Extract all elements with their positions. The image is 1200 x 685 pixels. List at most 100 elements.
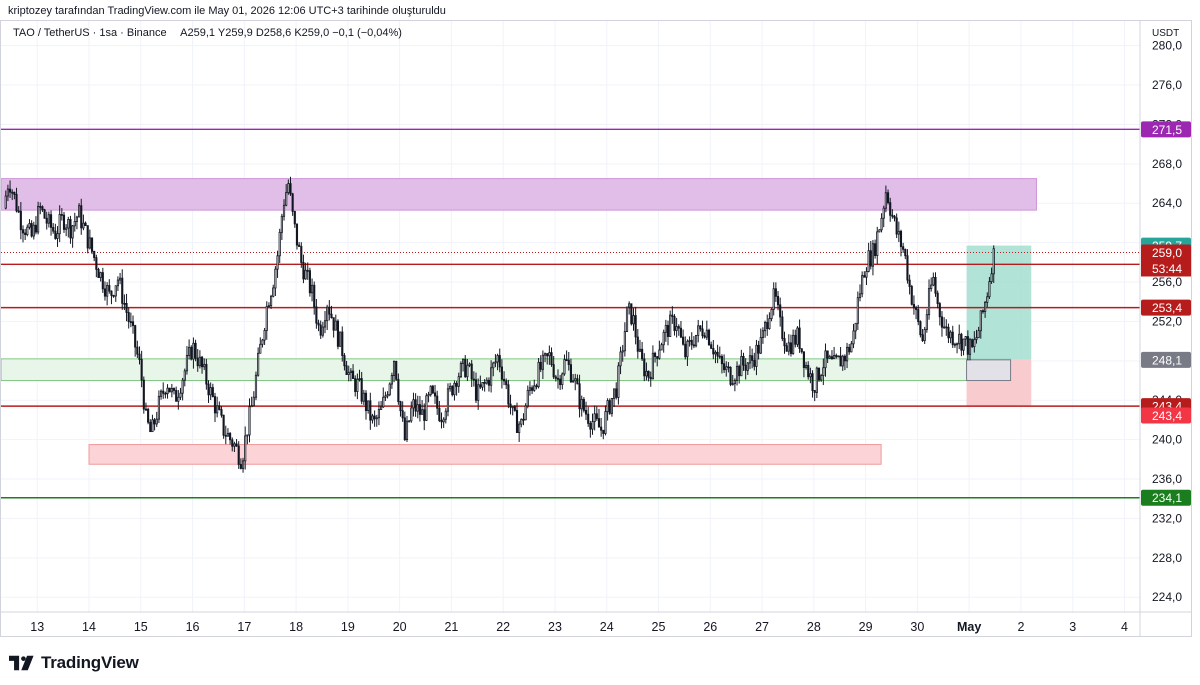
candle-body bbox=[373, 415, 376, 420]
candle-body bbox=[992, 248, 995, 275]
candle-body bbox=[656, 356, 659, 359]
candle-body bbox=[966, 336, 969, 355]
candle-body bbox=[552, 364, 555, 378]
price-axis-tick: 240,0 bbox=[1152, 433, 1182, 447]
candle-body bbox=[24, 232, 27, 235]
candle-body bbox=[114, 285, 117, 297]
tradingview-logo[interactable]: TradingView bbox=[9, 653, 139, 673]
time-axis-tick: 15 bbox=[134, 620, 148, 634]
time-axis-tick: 2 bbox=[1017, 620, 1024, 634]
time-axis-tick: 21 bbox=[444, 620, 458, 634]
candle-body bbox=[399, 401, 402, 412]
candle-body bbox=[313, 284, 316, 308]
candle-body bbox=[82, 222, 85, 229]
candle-body bbox=[410, 407, 413, 422]
candle-body bbox=[54, 230, 57, 239]
candle-body bbox=[371, 415, 374, 421]
price-axis-tick: 236,0 bbox=[1152, 472, 1182, 486]
candle-body bbox=[360, 378, 363, 402]
candle-body bbox=[332, 317, 335, 331]
candle-body bbox=[121, 277, 124, 304]
candle-body bbox=[567, 359, 570, 366]
candle-body bbox=[369, 400, 372, 421]
price-chart[interactable]: 280,0276,0272,0268,0264,0260,0256,0252,0… bbox=[0, 20, 1200, 640]
candle-body bbox=[246, 434, 249, 437]
candle-body bbox=[265, 306, 268, 331]
candle-body bbox=[112, 295, 115, 297]
candle-body bbox=[973, 339, 976, 348]
candle-body bbox=[136, 346, 139, 355]
candle-body bbox=[645, 370, 648, 377]
symbol-info[interactable]: TAO / TetherUS · 1sa · Binance bbox=[13, 27, 167, 39]
candle-body bbox=[358, 378, 361, 380]
countdown-label-bg bbox=[1141, 260, 1191, 277]
price-axis-tick: 228,0 bbox=[1152, 551, 1182, 565]
candle-body bbox=[56, 233, 59, 239]
candle-body bbox=[58, 214, 61, 235]
candle-body bbox=[345, 365, 348, 375]
candle-body bbox=[854, 322, 857, 332]
candle-body bbox=[524, 405, 527, 421]
candle-body bbox=[388, 383, 391, 396]
candle-body bbox=[858, 293, 862, 299]
candle-body bbox=[759, 337, 762, 354]
time-axis-tick-month: May bbox=[957, 620, 981, 634]
candle-body bbox=[453, 382, 456, 396]
candle-body bbox=[839, 355, 842, 367]
candle-body bbox=[39, 205, 42, 208]
time-axis-tick: 22 bbox=[496, 620, 510, 634]
candle-body bbox=[543, 353, 547, 356]
candle-body bbox=[218, 405, 221, 410]
candle-body bbox=[261, 339, 264, 345]
candle-body bbox=[412, 399, 415, 409]
candle-body bbox=[556, 377, 560, 380]
chart-caption: kriptozey tarafından TradingView.com ile… bbox=[8, 5, 446, 17]
candle-body bbox=[496, 355, 499, 363]
candle-body bbox=[302, 261, 305, 280]
candle-body bbox=[923, 329, 926, 342]
candle-body bbox=[257, 352, 260, 376]
candle-body bbox=[761, 330, 764, 338]
candles-group bbox=[4, 176, 995, 473]
candle-body bbox=[153, 419, 156, 425]
candle-body bbox=[679, 327, 683, 338]
candle-body bbox=[481, 381, 484, 388]
candle-body bbox=[30, 223, 33, 237]
candle-body bbox=[587, 413, 590, 424]
candle-body bbox=[505, 380, 508, 386]
candle-body bbox=[207, 383, 210, 396]
candle-body bbox=[856, 297, 859, 324]
candle-body bbox=[764, 322, 767, 332]
candle-body bbox=[628, 303, 631, 308]
candle-body bbox=[940, 316, 944, 328]
candle-body bbox=[638, 348, 642, 352]
last-price-label-bg bbox=[1141, 244, 1191, 261]
candle-body bbox=[960, 333, 963, 351]
candle-body bbox=[144, 408, 148, 411]
time-axis-tick: 3 bbox=[1069, 620, 1076, 634]
candle-body bbox=[738, 365, 741, 377]
candle-body bbox=[723, 363, 726, 371]
candle-body bbox=[168, 387, 171, 393]
candle-body bbox=[526, 389, 529, 407]
price-zone bbox=[88, 444, 882, 465]
candle-body bbox=[263, 330, 266, 341]
candle-body bbox=[865, 271, 868, 278]
candle-body bbox=[917, 309, 920, 323]
tradingview-wordmark: TradingView bbox=[41, 653, 139, 672]
candle-body bbox=[492, 362, 495, 369]
level-price-label: 234,1 bbox=[1152, 491, 1182, 505]
candle-body bbox=[17, 210, 20, 213]
candle-body bbox=[425, 395, 428, 421]
candle-body bbox=[984, 301, 987, 313]
candle-body bbox=[172, 388, 176, 391]
candle-body bbox=[807, 364, 810, 378]
currency-label[interactable]: USDT bbox=[1152, 28, 1179, 39]
candle-body bbox=[19, 210, 22, 231]
candle-body bbox=[289, 183, 292, 195]
candle-body bbox=[584, 409, 588, 415]
candle-body bbox=[830, 356, 834, 360]
candle-body bbox=[213, 396, 217, 414]
candle-body bbox=[908, 279, 911, 287]
symbol-legend[interactable]: TAO / TetherUS · 1sa · Binance A259,1 Y2… bbox=[13, 27, 402, 39]
